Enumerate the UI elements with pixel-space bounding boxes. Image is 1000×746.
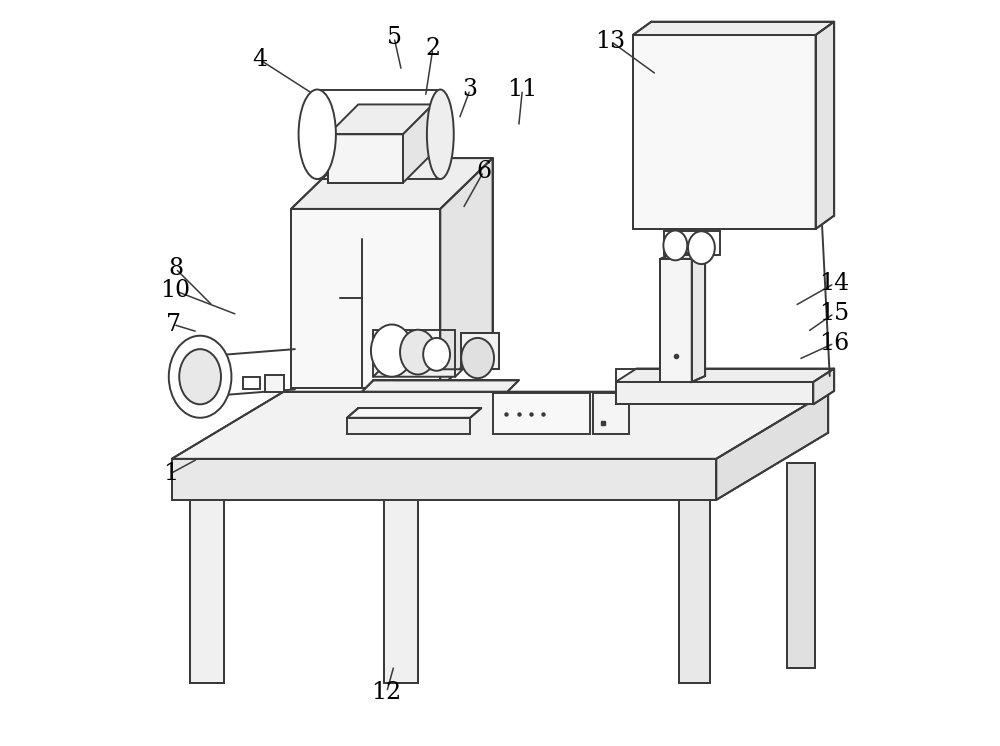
Polygon shape [616, 369, 834, 382]
Text: 5: 5 [387, 26, 402, 48]
Text: 13: 13 [595, 30, 625, 52]
Text: 4: 4 [252, 48, 267, 71]
Polygon shape [291, 209, 440, 388]
Text: 16: 16 [819, 332, 849, 354]
Text: 12: 12 [371, 681, 402, 703]
Bar [461, 333, 499, 369]
Ellipse shape [299, 90, 336, 179]
Text: 1: 1 [163, 463, 178, 485]
Polygon shape [328, 134, 403, 183]
Ellipse shape [663, 231, 687, 260]
Text: 2: 2 [425, 37, 440, 60]
Polygon shape [787, 463, 815, 668]
Text: 8: 8 [168, 257, 183, 280]
Polygon shape [190, 500, 224, 683]
Polygon shape [692, 253, 705, 382]
Polygon shape [716, 392, 828, 500]
Polygon shape [403, 104, 433, 183]
Polygon shape [347, 418, 470, 434]
Bar [493, 393, 590, 434]
Ellipse shape [688, 231, 715, 264]
Polygon shape [816, 22, 834, 229]
Ellipse shape [423, 338, 450, 371]
Ellipse shape [461, 338, 494, 378]
Polygon shape [679, 500, 710, 683]
Ellipse shape [371, 325, 413, 377]
Polygon shape [328, 104, 433, 134]
Text: 3: 3 [463, 78, 478, 101]
Polygon shape [291, 158, 493, 209]
Ellipse shape [400, 330, 436, 374]
Bar [265, 375, 284, 392]
Text: 11: 11 [507, 78, 538, 101]
Polygon shape [660, 259, 692, 382]
Polygon shape [172, 459, 716, 500]
Polygon shape [813, 369, 834, 404]
Polygon shape [347, 408, 481, 418]
Text: 15: 15 [819, 302, 849, 325]
Ellipse shape [427, 90, 454, 179]
Bar [593, 393, 629, 434]
Polygon shape [633, 22, 834, 35]
Text: 7: 7 [166, 313, 181, 336]
Text: 10: 10 [160, 280, 191, 302]
Polygon shape [373, 369, 463, 377]
Polygon shape [660, 253, 705, 259]
Text: 6: 6 [476, 160, 491, 183]
Polygon shape [440, 158, 493, 388]
Polygon shape [616, 382, 813, 404]
Polygon shape [172, 392, 828, 459]
Polygon shape [384, 500, 418, 683]
Polygon shape [362, 380, 519, 392]
Polygon shape [633, 35, 816, 229]
Ellipse shape [179, 349, 221, 404]
Text: 14: 14 [819, 272, 849, 295]
Ellipse shape [169, 336, 231, 418]
